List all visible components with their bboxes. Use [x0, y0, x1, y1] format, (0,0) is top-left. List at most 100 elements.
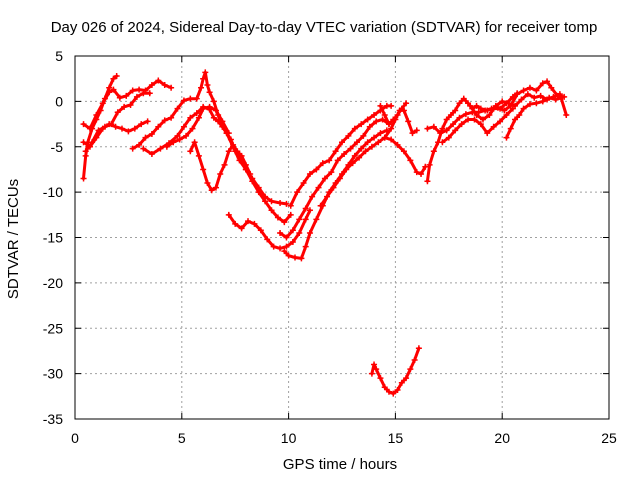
- data-point: [471, 116, 478, 123]
- data-point: [294, 189, 301, 196]
- data-point: [371, 111, 378, 118]
- data-point: [390, 116, 397, 123]
- data-point: [187, 148, 194, 155]
- data-point: [499, 98, 506, 105]
- data-point: [306, 170, 313, 177]
- data-point: [501, 107, 508, 114]
- data-point: [136, 86, 143, 93]
- data-point: [381, 384, 388, 391]
- data-point: [80, 175, 87, 182]
- data-point: [418, 170, 425, 177]
- data-point: [366, 123, 373, 130]
- series-track-6: [140, 103, 294, 226]
- data-point: [328, 169, 335, 176]
- data-point: [287, 202, 294, 209]
- data-point: [317, 202, 324, 209]
- data-point: [114, 109, 121, 116]
- data-point: [424, 178, 431, 185]
- data-point: [443, 127, 450, 134]
- data-point: [379, 116, 386, 123]
- data-point: [394, 111, 401, 118]
- data-point: [309, 193, 316, 200]
- data-point: [289, 239, 296, 246]
- data-point: [349, 160, 356, 167]
- data-point: [277, 245, 284, 252]
- series-line: [440, 107, 515, 144]
- data-point: [371, 134, 378, 141]
- data-point: [518, 96, 525, 103]
- data-point: [225, 130, 232, 137]
- data-point: [377, 375, 384, 382]
- data-point: [86, 125, 93, 132]
- data-point: [283, 200, 290, 207]
- data-point: [206, 103, 213, 110]
- data-point: [403, 375, 410, 382]
- data-point: [200, 75, 207, 82]
- data-point: [133, 93, 140, 100]
- data-point: [187, 95, 194, 102]
- data-point: [264, 236, 271, 243]
- data-point: [210, 114, 217, 121]
- data-point: [477, 121, 484, 128]
- data-point: [413, 169, 420, 176]
- x-tick-label: 0: [71, 430, 79, 446]
- data-point: [559, 94, 566, 101]
- data-point: [161, 117, 168, 124]
- data-point: [101, 123, 108, 130]
- data-point: [490, 123, 497, 130]
- data-point: [326, 157, 333, 164]
- data-point: [140, 145, 147, 152]
- x-tick-label: 25: [601, 430, 617, 446]
- data-point: [155, 77, 162, 84]
- data-point: [174, 105, 181, 112]
- data-point: [398, 105, 405, 112]
- data-point: [456, 100, 463, 107]
- data-point: [524, 91, 531, 98]
- data-point: [364, 116, 371, 123]
- data-point: [296, 216, 303, 223]
- series-line: [141, 105, 293, 224]
- series-line: [188, 140, 252, 192]
- series-track-4: [82, 90, 153, 155]
- series-track-7: [163, 103, 232, 150]
- data-point: [473, 111, 480, 118]
- data-point: [413, 127, 420, 134]
- data-point: [232, 220, 239, 227]
- data-point: [80, 121, 87, 128]
- data-point: [189, 125, 196, 132]
- data-point: [443, 116, 450, 123]
- data-point: [163, 143, 170, 150]
- data-point: [230, 141, 237, 148]
- data-point: [486, 111, 493, 118]
- y-tick-label: -15: [43, 230, 63, 246]
- series-track-9: [225, 207, 313, 252]
- grid: [75, 56, 609, 419]
- data-point: [411, 357, 418, 364]
- data-point: [341, 151, 348, 158]
- data-point: [360, 132, 367, 139]
- data-point: [148, 151, 155, 158]
- data-point: [353, 139, 360, 146]
- data-point: [332, 148, 339, 155]
- data-point: [381, 111, 388, 118]
- data-point: [131, 125, 138, 132]
- data-point: [140, 90, 147, 97]
- data-point: [539, 80, 546, 87]
- y-tick-label: -25: [43, 320, 63, 336]
- data-point: [343, 166, 350, 173]
- data-point: [281, 219, 288, 226]
- y-tick-label: -35: [43, 411, 63, 427]
- data-point: [212, 107, 219, 114]
- data-point: [168, 84, 175, 91]
- y-tick-label: -5: [51, 139, 64, 155]
- data-point: [249, 178, 256, 185]
- series-line: [319, 136, 427, 208]
- data-point: [180, 123, 187, 130]
- data-point: [430, 148, 437, 155]
- data-point: [238, 225, 245, 232]
- data-point: [300, 180, 307, 187]
- data-point: [447, 111, 454, 118]
- data-point: [118, 125, 125, 132]
- x-tick-label: 15: [388, 430, 404, 446]
